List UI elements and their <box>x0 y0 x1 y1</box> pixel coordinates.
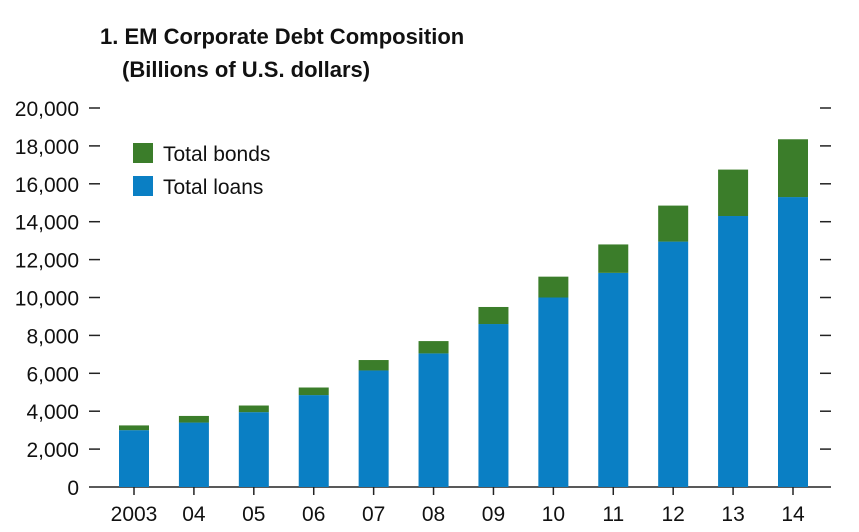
x-tick-label: 14 <box>781 503 805 526</box>
x-tick-label: 05 <box>242 503 265 526</box>
bar-bonds <box>298 387 329 396</box>
x-tick-label: 12 <box>662 503 685 526</box>
bar-bonds <box>119 425 149 431</box>
y-tick-label: 6,000 <box>26 363 79 386</box>
y-tick-label: 12,000 <box>15 250 79 273</box>
bar-loans <box>778 197 808 487</box>
bar-bonds <box>358 360 389 371</box>
bar-loans <box>478 324 509 487</box>
x-tick-label: 2003 <box>111 503 158 526</box>
y-tick-label: 2,000 <box>26 439 79 462</box>
x-tick-label: 06 <box>302 503 325 526</box>
bar-bonds <box>658 205 689 242</box>
bar-loans <box>658 241 689 487</box>
x-axis: 2003 04 05 06 07 08 09 10 11 12 13 14 <box>100 486 820 526</box>
x-tick-label: 04 <box>182 503 206 526</box>
y-tick-label: 18,000 <box>15 136 79 159</box>
bar-loans <box>718 216 749 487</box>
y-tick-label: 10,000 <box>15 288 79 311</box>
bar-bonds <box>418 341 449 354</box>
bar-loans <box>178 422 209 487</box>
bar-loans <box>298 395 329 487</box>
bar-loans <box>119 430 149 487</box>
x-tick-label: 11 <box>602 503 624 526</box>
bar-loans <box>418 353 449 487</box>
x-tick-label: 10 <box>542 503 565 526</box>
bar-bonds <box>778 139 808 198</box>
legend-swatch-bonds <box>133 143 153 163</box>
bar-bonds <box>238 405 269 413</box>
chart-title: 1. EM Corporate Debt Composition <box>100 24 464 49</box>
legend-swatch-loans <box>133 176 153 196</box>
bar-bonds <box>598 244 629 273</box>
chart-subtitle: (Billions of U.S. dollars) <box>122 57 370 82</box>
x-tick-label: 09 <box>482 503 505 526</box>
y-tick-label: 4,000 <box>26 401 79 424</box>
y-tick-label: 8,000 <box>26 325 79 348</box>
y-tick-label: 14,000 <box>15 212 79 235</box>
y-tick-label: 20,000 <box>15 98 79 121</box>
y-axis: 0 2,000 4,000 6,000 8,000 10,000 12,000 14,000 1… <box>15 98 831 500</box>
x-tick-label: 13 <box>721 503 744 526</box>
bar-bonds <box>538 276 569 298</box>
legend-label-loans: Total loans <box>163 176 263 199</box>
bars-group <box>119 139 808 487</box>
bar-bonds <box>478 306 509 325</box>
bar-bonds <box>178 415 209 423</box>
y-tick-label: 0 <box>67 477 79 500</box>
bar-loans <box>238 412 269 487</box>
y-tick-label: 16,000 <box>15 174 79 197</box>
bar-loans <box>358 370 389 487</box>
bar-loans <box>598 272 629 487</box>
legend-label-bonds: Total bonds <box>163 143 270 166</box>
bar-bonds <box>718 169 749 217</box>
x-tick-label: 08 <box>422 503 445 526</box>
legend: Total bonds Total loans <box>133 143 270 199</box>
x-tick-label: 07 <box>362 503 385 526</box>
bar-loans <box>538 297 569 487</box>
